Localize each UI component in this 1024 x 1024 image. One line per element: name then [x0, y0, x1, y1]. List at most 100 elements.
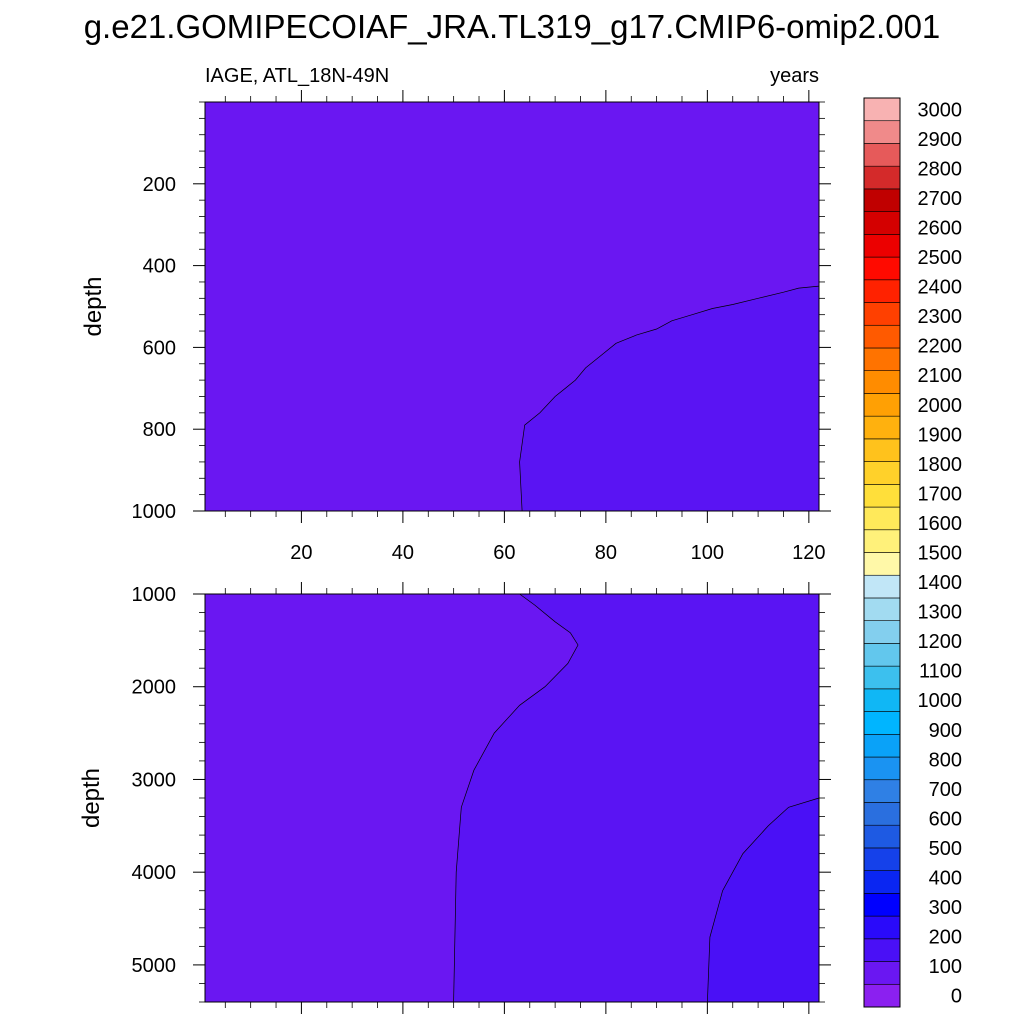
colorbar-box	[863, 143, 901, 167]
colorbar-label: 0	[951, 986, 962, 1008]
y-tick-label: 400	[143, 256, 176, 278]
y-axis-label: depth	[78, 768, 105, 828]
colorbar-box	[863, 779, 901, 803]
colorbar-label: 2300	[918, 306, 963, 328]
colorbar-label: 200	[929, 927, 962, 949]
colorbar-box	[863, 529, 901, 553]
colorbar-label: 2500	[918, 247, 963, 269]
y-tick-label: 1000	[132, 501, 177, 523]
units-label: years	[770, 65, 819, 87]
contour-line-100	[453, 593, 579, 1003]
colorbar-label: 2600	[918, 218, 963, 240]
x-tick-label: 100	[691, 542, 724, 564]
colorbar-box	[863, 893, 901, 917]
y-tick-label: 5000	[132, 955, 177, 977]
y-axis-label: depth	[80, 276, 107, 336]
colorbar-label: 1100	[919, 661, 962, 683]
colorbar-box	[863, 961, 901, 985]
colorbar-box	[863, 120, 901, 144]
colorbar-box	[863, 870, 901, 894]
lower-depth-panel: 1000 2000 3000 4000 5000 depth	[78, 582, 831, 1014]
colorbar-label: 1800	[918, 454, 963, 476]
x-tick-label: 20	[290, 542, 312, 564]
colorbar-label: 2100	[918, 365, 963, 387]
colorbar-box	[863, 461, 901, 485]
colorbar-label: 100	[929, 956, 962, 978]
colorbar-box	[863, 370, 901, 394]
colorbar-label: 1600	[918, 513, 963, 535]
x-tick-label: 120	[792, 542, 825, 564]
colorbar-label: 1000	[918, 690, 963, 712]
colorbar-box	[863, 711, 901, 735]
colorbar-box	[863, 802, 901, 826]
colorbar-box	[863, 256, 901, 281]
y-tick-label: 3000	[132, 769, 177, 791]
colorbar-box	[863, 552, 901, 576]
colorbar-label: 900	[929, 720, 962, 742]
colorbar-label: 2800	[918, 158, 963, 180]
colorbar-box	[863, 324, 901, 349]
colorbar: 0 100 200 300 400 500 600 700 800 900 1000 1100 1200…	[863, 97, 963, 1008]
colorbar-box	[863, 393, 901, 417]
colorbar-box	[863, 574, 901, 599]
variable-region-label: IAGE, ATL_18N-49N	[205, 65, 389, 87]
y-tick-label: 4000	[132, 862, 177, 884]
colorbar-label: 600	[929, 808, 962, 830]
x-tick-label: 80	[595, 542, 617, 564]
colorbar-box	[863, 756, 901, 781]
colorbar-box	[863, 620, 901, 644]
colorbar-label: 800	[929, 749, 962, 771]
colorbar-label: 1700	[918, 483, 963, 505]
colorbar-box	[863, 983, 901, 1008]
colorbar-label: 500	[929, 838, 962, 860]
colorbar-box	[863, 733, 901, 758]
colorbar-label: 1400	[918, 572, 963, 594]
colorbar-frame	[863, 97, 901, 1008]
colorbar-box	[863, 302, 901, 326]
upper-depth-panel: 200 400 600 800 1000 depth	[80, 90, 831, 523]
y-tick-label: 800	[143, 419, 176, 441]
colorbar-box	[863, 597, 901, 621]
colorbar-box	[863, 824, 901, 849]
colorbar-box	[863, 279, 901, 303]
colorbar-label: 1900	[918, 424, 963, 446]
contour-line-100	[519, 285, 820, 512]
y-tick-label: 200	[143, 174, 176, 196]
colorbar-box	[863, 211, 901, 235]
contour-fill-200-300	[707, 798, 819, 1002]
colorbar-box	[863, 643, 901, 667]
colorbar-box	[863, 506, 901, 531]
colorbar-box	[863, 415, 901, 440]
chart-title: g.e21.GOMIPECOIAF_JRA.TL319_g17.CMIP6-om…	[84, 8, 941, 45]
colorbar-label: 1500	[918, 543, 963, 565]
colorbar-box	[863, 188, 901, 212]
y-tick-label: 2000	[132, 677, 177, 699]
y-tick-label: 1000	[132, 584, 177, 606]
colorbar-box	[863, 938, 901, 962]
colorbar-box	[863, 665, 901, 690]
contour-line-200	[707, 797, 820, 1003]
colorbar-label: 400	[929, 867, 962, 889]
panel-frame	[204, 101, 820, 512]
colorbar-label: 1300	[918, 602, 963, 624]
contour-fill-100-200	[519, 286, 819, 511]
x-axis-tick-labels: 20 40 60 80 100 120	[290, 542, 825, 564]
colorbar-label: 3000	[918, 99, 963, 121]
colorbar-box	[863, 688, 901, 712]
x-tick-label: 60	[493, 542, 515, 564]
y-tick-label: 600	[143, 337, 176, 359]
colorbar-box	[863, 438, 901, 462]
colorbar-label: 2000	[918, 395, 963, 417]
colorbar-label: 2700	[918, 188, 963, 210]
colorbar-box	[863, 234, 901, 258]
colorbar-box	[863, 847, 901, 871]
x-tick-label: 40	[392, 542, 414, 564]
colorbar-label: 2900	[918, 129, 963, 151]
colorbar-box	[863, 97, 901, 122]
colorbar-label: 2400	[918, 277, 963, 299]
colorbar-label: 2200	[918, 336, 963, 358]
colorbar-label: 700	[929, 779, 962, 801]
colorbar-box	[863, 347, 901, 372]
colorbar-box	[863, 484, 901, 508]
